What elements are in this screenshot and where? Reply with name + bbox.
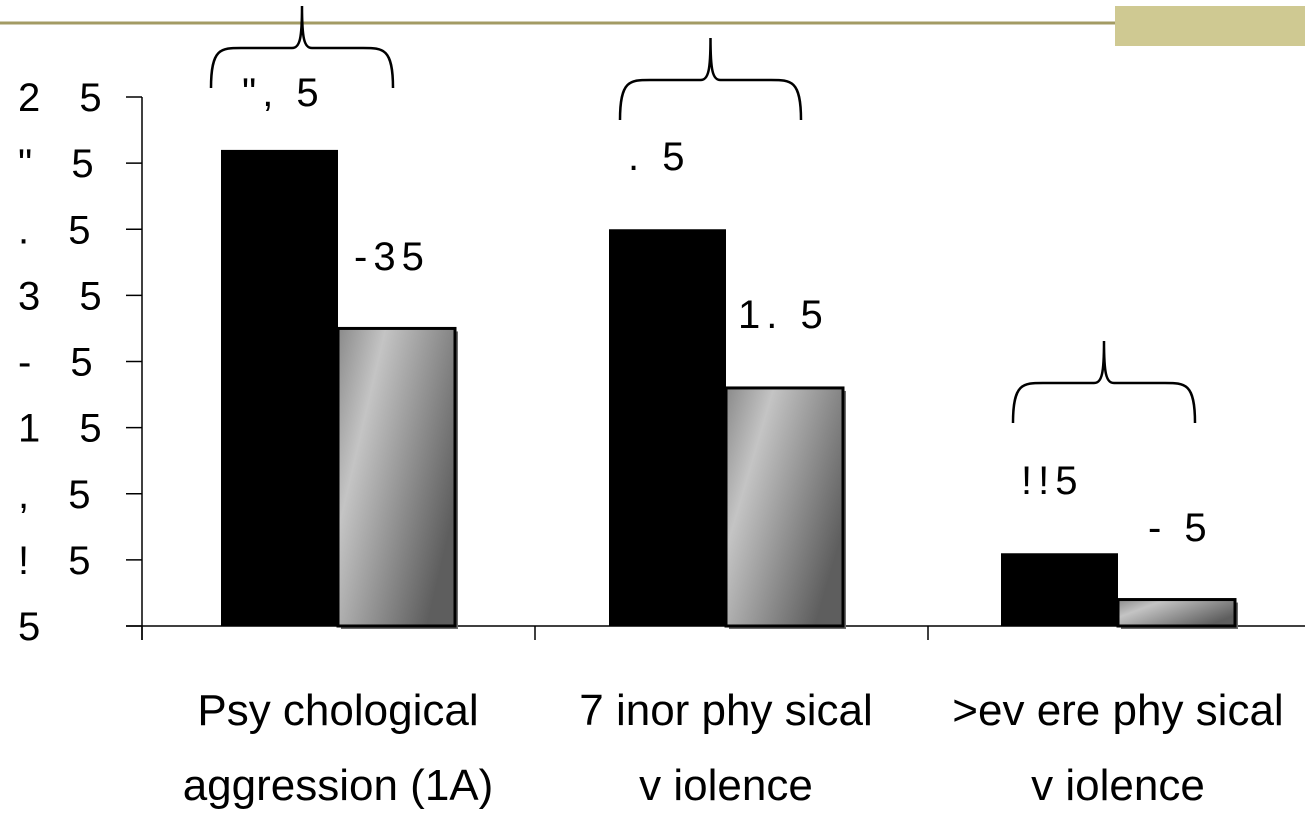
y-tick-label: , 5	[18, 473, 104, 517]
category-label-line2: v iolence	[639, 761, 813, 810]
data-label: . 5	[628, 135, 690, 179]
y-tick-label: ! 5	[18, 539, 104, 583]
y-tick-label: 5	[18, 605, 54, 649]
category-label-line2: v iolence	[1031, 761, 1205, 810]
y-tick-label: 3 5	[18, 274, 116, 318]
group-brace	[618, 37, 803, 121]
category-label-line1: 7 inor phy sical	[579, 686, 872, 735]
y-tick-label: 1 5	[18, 407, 116, 451]
y-tick-label: . 5	[18, 208, 104, 252]
bar-series-1	[221, 149, 338, 626]
data-label: 1. 5	[738, 293, 829, 337]
data-label: -35	[354, 235, 430, 279]
y-tick-label: 2 5	[18, 76, 116, 120]
y-tick-label: " 5	[18, 142, 108, 186]
data-label: ", 5	[242, 71, 325, 115]
header-accent-block	[1115, 6, 1305, 46]
data-label: - 5	[1148, 506, 1213, 550]
y-tick-label: - 5	[18, 341, 107, 385]
group-brace	[209, 5, 395, 89]
bar-series-2	[336, 326, 457, 628]
group-brace	[1011, 340, 1197, 424]
category-label-line1: >ev ere phy sical	[952, 686, 1283, 735]
bar-series-2	[1116, 598, 1237, 628]
bar-series-1	[1001, 553, 1118, 626]
bar-series-2	[724, 386, 845, 628]
category-label-line2: aggression (1A)	[183, 761, 494, 810]
data-label: !!5	[1021, 459, 1083, 503]
category-label-line1: Psy chological	[197, 686, 478, 735]
bar-series-1	[609, 229, 726, 626]
